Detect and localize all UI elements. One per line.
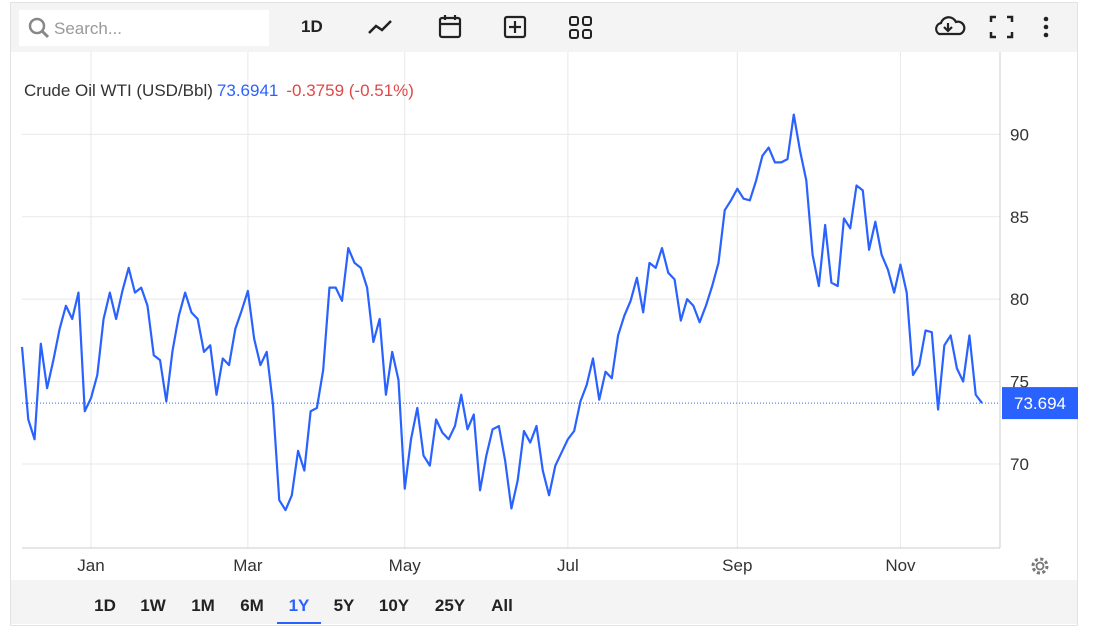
legend: Crude Oil WTI (USD/Bbl) 73.6941 -0.3759 (-… [24,81,414,101]
range-button[interactable]: All [491,596,513,615]
series-name: Crude Oil WTI (USD/Bbl) [24,81,213,100]
range-button[interactable]: 1D [94,596,116,615]
search-placeholder: Search... [54,19,123,38]
search-icon [28,17,50,39]
range-bar: 1D 1W 1M 6M 1Y 5Y 10Y 25Y All [11,580,1077,624]
x-tick-label: Mar [233,556,263,575]
range-button[interactable]: 5Y [333,596,355,615]
y-tick-label: 75 [1010,373,1029,392]
interval-button[interactable]: 1D [301,17,323,36]
range-button[interactable]: 1Y [288,596,310,615]
range-button[interactable]: 6M [240,596,264,615]
widget-frame [10,2,1078,626]
range-button[interactable]: 10Y [378,596,410,615]
range-button[interactable]: 1M [191,596,215,615]
y-tick-label: 80 [1010,290,1029,309]
price-tag [1002,387,1078,420]
search-box[interactable]: Search... [19,10,269,46]
x-tick-label: Nov [885,556,916,575]
x-tick-label: Jan [77,556,104,575]
y-tick-label: 85 [1010,208,1029,227]
y-tick-label: 90 [1010,125,1029,144]
toolbar: Search... 1D [11,3,1077,52]
settings-icon[interactable] [1028,554,1052,578]
range-button[interactable]: 1W [140,596,166,615]
price-line [20,113,983,512]
range-button[interactable]: 25Y [434,596,466,615]
x-tick-label: Sep [722,556,752,575]
selected-underline [277,622,321,624]
price-change: -0.3759 (-0.51%) [286,81,414,100]
y-tick-label: 70 [1010,455,1029,474]
x-tick-label: May [389,556,422,575]
x-tick-label: Jul [557,556,579,575]
last-price: 73.6941 [216,81,279,100]
price-tag-label: 73.694 [1014,394,1066,413]
chart: 70 75 80 85 90 Jan Mar May Jul Sep Nov 73.694 [20,52,1078,575]
